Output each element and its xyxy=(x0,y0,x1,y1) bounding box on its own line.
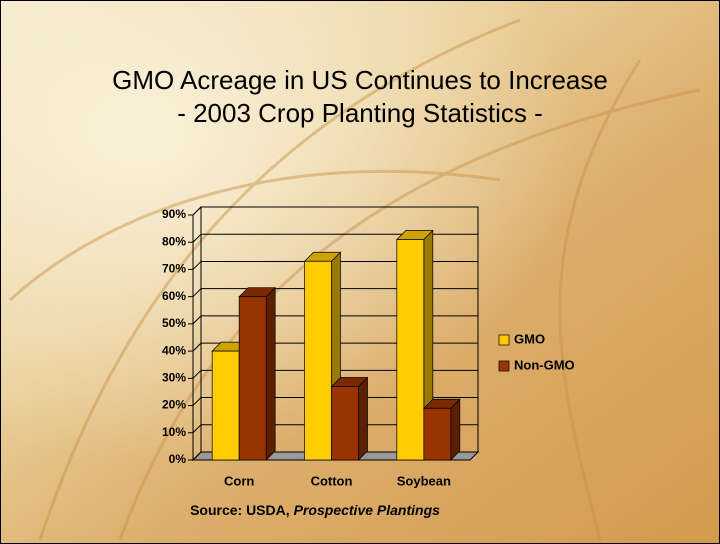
bar xyxy=(423,407,452,461)
title-line: GMO Acreage in US Continues to Increase xyxy=(112,65,608,95)
bar xyxy=(304,260,332,461)
bar-side xyxy=(265,286,276,461)
x-tick-label: Corn xyxy=(224,473,254,488)
bar xyxy=(211,350,240,461)
y-tick-label: 0% xyxy=(169,452,187,466)
grid-line xyxy=(192,260,478,270)
y-tick-label: 40% xyxy=(162,343,186,357)
bar xyxy=(396,239,425,461)
y-tick-label: 70% xyxy=(162,262,186,276)
x-tick-label: Cotton xyxy=(311,473,353,488)
bar xyxy=(238,296,267,461)
source: Source: USDA, xyxy=(190,502,290,518)
plot: 0% 10% 20% 30% 40% 50% 60% 70% 80% 90% Corn Cotton S… xyxy=(162,205,575,488)
grid-line xyxy=(192,369,478,379)
bar-side xyxy=(450,398,461,461)
grid-line xyxy=(192,424,478,434)
y-tick-label: 10% xyxy=(162,425,186,439)
bar-side xyxy=(358,376,368,461)
title-line: - 2003 Crop Planting Statistics - xyxy=(177,98,543,128)
y-tick-label: 20% xyxy=(162,398,186,412)
y-tick-label: 80% xyxy=(162,234,186,248)
legend-label: GMO xyxy=(514,331,545,346)
grid-line xyxy=(192,206,478,216)
grid-line xyxy=(192,342,478,352)
y-tick-label: 60% xyxy=(162,289,186,303)
legend-swatch xyxy=(498,360,510,372)
grid-line xyxy=(192,451,478,461)
grid-line xyxy=(192,233,478,243)
grid-line xyxy=(192,315,478,325)
source-note: Source: USDA, Prospective Plantings xyxy=(190,502,440,518)
grid-line xyxy=(192,288,478,298)
bar xyxy=(331,386,359,461)
x-tick-label: Soybean xyxy=(397,473,451,488)
grid-line xyxy=(192,397,478,406)
legend-label: Non-GMO xyxy=(514,357,575,372)
y-tick-label: 30% xyxy=(162,371,186,385)
y-tick-label: 90% xyxy=(162,207,186,221)
legend-swatch xyxy=(498,334,510,346)
y-tick-label: 50% xyxy=(162,316,186,330)
source-publication: Prospective Plantings xyxy=(294,502,440,518)
